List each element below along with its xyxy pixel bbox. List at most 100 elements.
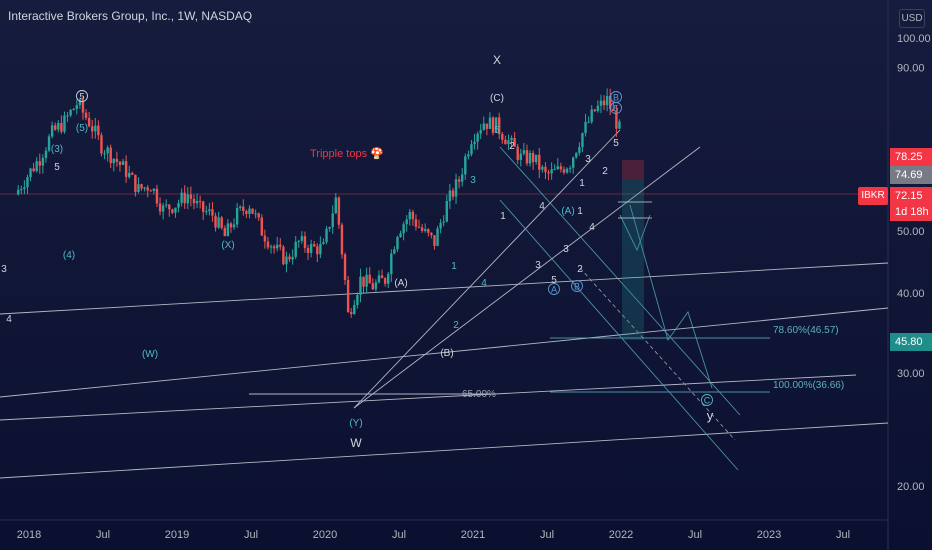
candle-body xyxy=(143,187,146,189)
candle-body xyxy=(572,157,575,168)
candle-body xyxy=(294,241,297,257)
candle-body xyxy=(593,109,596,112)
channel-line-a xyxy=(353,129,621,409)
candle-body xyxy=(254,213,257,215)
candle-body xyxy=(121,161,125,165)
candle-body xyxy=(377,275,381,283)
candle-body xyxy=(44,150,48,158)
candle-body xyxy=(461,174,464,182)
candle-body xyxy=(177,202,180,208)
candle-body xyxy=(568,167,572,169)
wave-label: 1 xyxy=(451,261,457,272)
candle-body xyxy=(54,125,57,130)
candle-body xyxy=(260,217,263,236)
candle-body xyxy=(470,144,473,155)
candle-body xyxy=(356,294,359,305)
wave-label: W xyxy=(350,436,362,450)
candle-body xyxy=(488,117,492,129)
candle-body xyxy=(501,134,504,140)
candle-body xyxy=(402,224,405,234)
candle-body xyxy=(72,108,75,111)
candle-body xyxy=(115,158,119,162)
candle-body xyxy=(575,152,578,158)
candle-body xyxy=(584,121,587,134)
candle-body xyxy=(26,177,29,188)
time-tick-label: 2022 xyxy=(609,529,633,541)
chart-title: Interactive Brokers Group, Inc., 1W, NAS… xyxy=(8,9,253,23)
candle-body xyxy=(168,204,171,210)
wave-label: 3 xyxy=(535,260,541,271)
candle-body xyxy=(100,135,103,154)
candle-body xyxy=(103,153,106,155)
candle-body xyxy=(313,244,316,247)
candle-body xyxy=(587,121,590,123)
price-tick-label: 50.00 xyxy=(897,226,925,238)
candle-body xyxy=(445,201,448,222)
candle-body xyxy=(464,156,467,175)
wave-label: 5 xyxy=(494,125,500,136)
wave-label: 3 xyxy=(1,264,7,275)
wave-label: y xyxy=(707,408,714,423)
fib-65-label: 65.00% xyxy=(462,389,496,400)
candle-body xyxy=(325,228,328,243)
wave-label: 1 xyxy=(579,178,585,189)
candle-body xyxy=(507,140,510,145)
candle-body xyxy=(340,224,344,255)
candle-body xyxy=(251,208,254,214)
teal-channel[interactable] xyxy=(499,146,770,471)
teal-channel-upper xyxy=(499,146,741,416)
candle-body xyxy=(544,166,547,173)
candle-body xyxy=(87,117,91,127)
candle-body xyxy=(155,188,159,204)
candle-body xyxy=(365,274,368,287)
time-tick-label: 2020 xyxy=(313,529,337,541)
candle-body xyxy=(189,194,193,199)
candle-body xyxy=(186,194,189,204)
candle-body xyxy=(146,187,149,191)
circled-wave-marker xyxy=(701,394,713,406)
trend-lines[interactable] xyxy=(0,129,889,479)
wave-label: (A) xyxy=(561,206,574,217)
candle-body xyxy=(420,227,424,232)
candle-body xyxy=(50,125,54,137)
circled-wave-marker xyxy=(571,280,583,292)
candle-body xyxy=(328,227,331,229)
candle-body xyxy=(322,242,325,244)
candle-body xyxy=(609,95,612,109)
candle-body xyxy=(541,166,544,170)
trend-line-middle xyxy=(0,307,889,398)
circled-wave-label: C xyxy=(704,396,711,406)
wave-label: (X) xyxy=(221,240,234,251)
candle-body xyxy=(171,209,174,213)
candle-body xyxy=(383,278,387,284)
candle-body xyxy=(214,215,217,228)
candle-body xyxy=(232,224,236,228)
candle-body xyxy=(66,115,69,117)
position-box-red[interactable] xyxy=(622,160,644,180)
wave-label: 3 xyxy=(563,244,569,255)
candle-body xyxy=(433,235,436,246)
candle-body xyxy=(149,190,152,192)
candle-body xyxy=(63,115,66,132)
candle-body xyxy=(306,247,310,254)
candle-body xyxy=(504,139,507,145)
position-box-green[interactable] xyxy=(622,180,644,340)
candle-body xyxy=(94,125,97,132)
currency-button[interactable]: USD xyxy=(899,9,925,28)
time-tick-label: 2018 xyxy=(17,529,41,541)
candle-body xyxy=(599,100,603,106)
candle-body xyxy=(353,304,356,314)
candle-body xyxy=(473,141,476,145)
candle-body xyxy=(467,154,470,157)
candle-body xyxy=(245,210,248,214)
trend-line-bottom xyxy=(0,422,889,479)
candle-body xyxy=(519,153,522,160)
candle-body xyxy=(535,154,538,163)
candle-body xyxy=(205,211,208,213)
candle-body xyxy=(158,203,162,212)
candle-body xyxy=(562,169,566,173)
candle-body xyxy=(38,161,41,166)
wave-label: 5 xyxy=(551,275,557,286)
